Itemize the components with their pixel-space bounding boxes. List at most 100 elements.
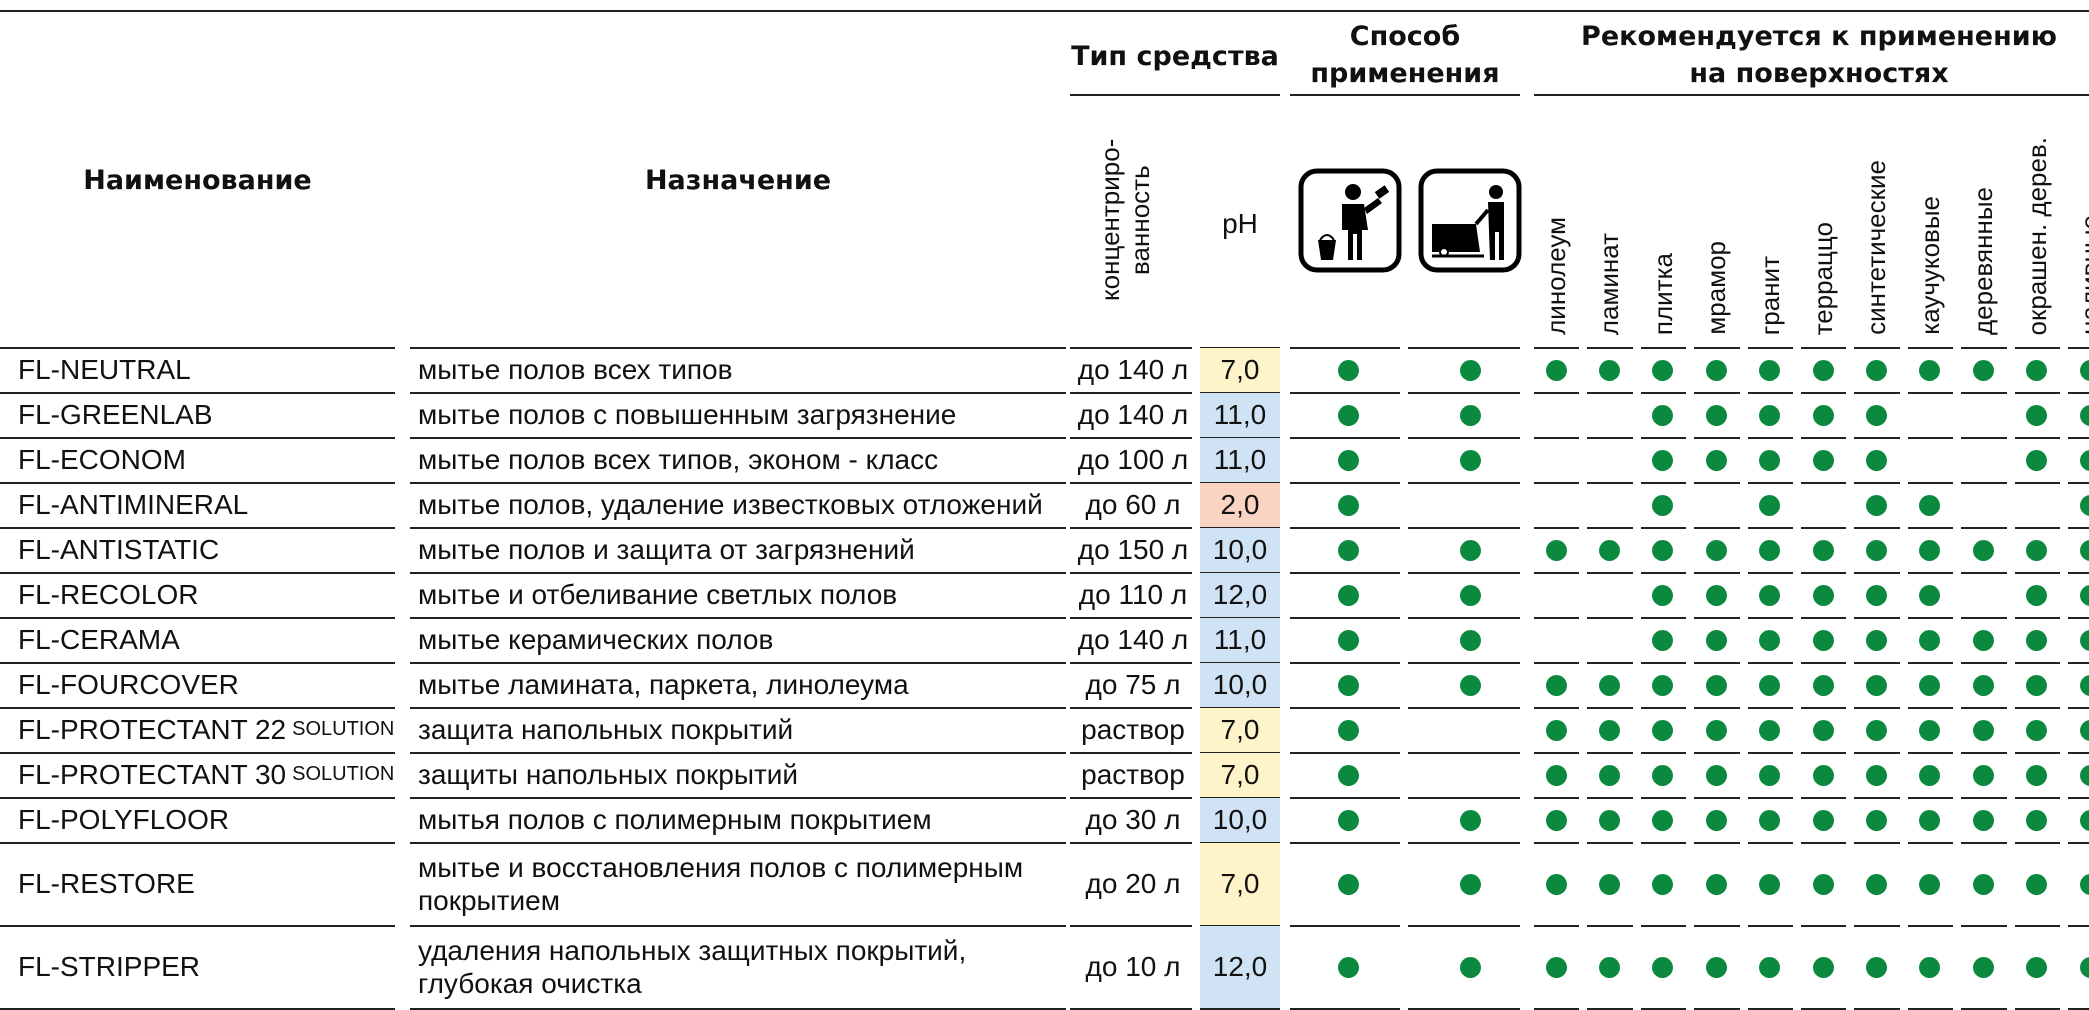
product-name-text: FL-ECONOM [18, 444, 186, 475]
purpose: защита напольных покрытий [418, 714, 794, 745]
product-name: FL-CERAMA [18, 617, 403, 662]
dot [1919, 674, 1941, 696]
row-rule [1290, 842, 1400, 844]
row-rule [1694, 347, 1740, 349]
row-rule [1070, 437, 1192, 439]
row-rule [1961, 1008, 2007, 1010]
icon-machine [1418, 168, 1522, 273]
dot [1705, 404, 1727, 426]
row-rule [410, 797, 1066, 799]
row-rule [1408, 347, 1520, 349]
dot [1865, 629, 1887, 651]
concentration: до 150 л [1077, 534, 1189, 565]
row-rule [1408, 527, 1520, 529]
row-rule [2014, 347, 2060, 349]
row-rule [1801, 347, 1847, 349]
dot [1459, 584, 1481, 606]
row-rule [2068, 1008, 2089, 1010]
product-name-text: FL-POLYFLOOR [18, 804, 230, 835]
dot [2079, 359, 2089, 381]
dot [1972, 539, 1994, 561]
row-rule [1907, 527, 1954, 529]
row-rule [1290, 797, 1400, 799]
dot [1812, 809, 1834, 831]
row-rule [1694, 662, 1740, 664]
purpose: мытье керамических полов [418, 624, 774, 655]
row-rule [1408, 392, 1520, 394]
row-rule [1640, 482, 1687, 484]
row-rule [1801, 527, 1847, 529]
row-rule [1961, 482, 2007, 484]
dot [1812, 404, 1834, 426]
row-rule [1587, 925, 1633, 927]
dot [1812, 956, 1834, 978]
row-rule [1801, 752, 1847, 754]
dot [1652, 674, 1674, 696]
dot [1759, 449, 1781, 471]
row-rule [1290, 617, 1400, 619]
row-rule [0, 437, 395, 439]
dot [1812, 764, 1834, 786]
header-rule [1290, 94, 1520, 96]
dot [2079, 584, 2089, 606]
row-rule [1408, 752, 1520, 754]
dot [1545, 539, 1567, 561]
dot [1919, 359, 1941, 381]
ph: 10,0 [1212, 669, 1268, 700]
product-name-text: FL-PROTECTANT 30 [18, 759, 287, 790]
dot [1972, 629, 1994, 651]
row-rule [1640, 925, 1687, 927]
dot [1919, 956, 1941, 978]
row-rule [1961, 527, 2007, 529]
ph-cell-bg [1200, 393, 1280, 438]
dot [1337, 764, 1359, 786]
dot [2079, 539, 2089, 561]
row-rule [1587, 482, 1633, 484]
row-rule [1854, 437, 1900, 439]
dot [1459, 809, 1481, 831]
dot [1652, 494, 1674, 516]
dot [1545, 674, 1567, 696]
row-rule [410, 392, 1066, 394]
ph-cell-bg [1200, 573, 1280, 618]
row-rule [1640, 347, 1687, 349]
product-name: FL-NEUTRAL [18, 347, 403, 392]
concentration: до 10 л [1085, 951, 1181, 982]
icon-manual [1298, 168, 1402, 273]
row-rule [0, 527, 395, 529]
dot [1459, 629, 1481, 651]
product-name: FL-GREENLAB [18, 392, 403, 437]
row-rule [1587, 1008, 1633, 1010]
dot [1337, 494, 1359, 516]
row-rule [1747, 437, 1793, 439]
row-rule [1747, 572, 1793, 574]
row-rule [1587, 707, 1633, 709]
row-rule [1854, 1008, 1900, 1010]
row-rule [1854, 347, 1900, 349]
dot [1812, 539, 1834, 561]
row-rule [1534, 752, 1580, 754]
row-rule [1408, 482, 1520, 484]
row-rule [1070, 527, 1192, 529]
row-rule [0, 707, 395, 709]
row-rule [1747, 707, 1793, 709]
row-rule [410, 527, 1066, 529]
surface-label: гранит [1754, 255, 1785, 335]
dot [1337, 359, 1359, 381]
row-rule [1961, 752, 2007, 754]
row-rule [1747, 527, 1793, 529]
dot [1705, 629, 1727, 651]
dot [1705, 873, 1727, 895]
row-rule [1408, 842, 1520, 844]
row-rule [1907, 1008, 1954, 1010]
dot [1865, 404, 1887, 426]
surface-label: ламинат [1594, 232, 1625, 335]
dot [1705, 539, 1727, 561]
row-rule [1534, 392, 1580, 394]
dot [1598, 719, 1620, 741]
dot [1337, 584, 1359, 606]
product-name-text: FL-CERAMA [18, 624, 180, 655]
dot [1865, 764, 1887, 786]
purpose: удаления напольных защитных покрытий, гл… [418, 934, 967, 999]
row-rule [1290, 527, 1400, 529]
